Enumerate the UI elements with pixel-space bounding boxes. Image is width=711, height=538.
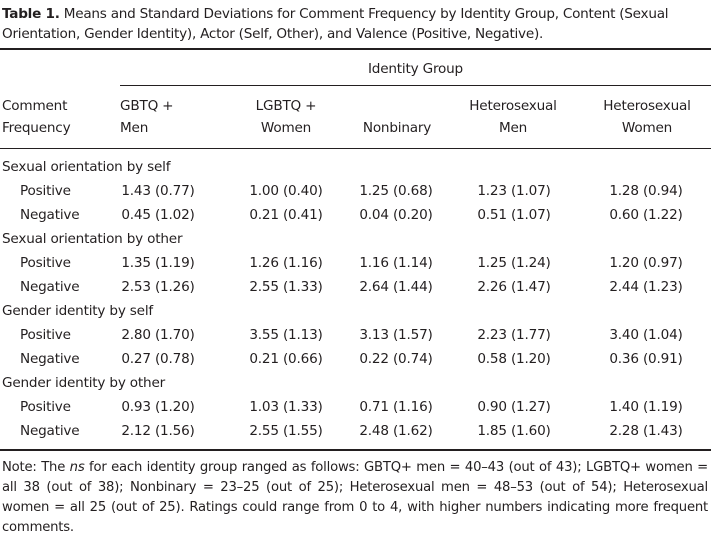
table-cell: 2.55 (1.55) xyxy=(249,423,323,439)
table-cell: 2.55 (1.33) xyxy=(249,279,323,295)
identity-group-heading: Identity Group xyxy=(367,61,463,77)
table-cell: 0.93 (1.20) xyxy=(121,399,195,415)
table-label: Table 1. xyxy=(2,6,60,22)
table-cell: 0.60 (1.22) xyxy=(609,207,683,223)
section-title: Sexual orientation by self xyxy=(2,159,171,175)
comment-frequency-header: Comment Frequency xyxy=(2,98,71,136)
row-label: Positive xyxy=(20,327,71,343)
table-cell: 1.23 (1.07) xyxy=(477,183,551,199)
header-rule xyxy=(0,148,711,149)
table-cell: 2.26 (1.47) xyxy=(477,279,551,295)
table-cell: 1.26 (1.16) xyxy=(249,255,323,271)
group-rule xyxy=(120,85,711,86)
section-title: Gender identity by other xyxy=(2,375,166,391)
row-label: Positive xyxy=(20,255,71,271)
row-label: Negative xyxy=(20,423,80,439)
section-title: Sexual orientation by other xyxy=(2,231,183,247)
table-caption-text: Means and Standard Deviations for Commen… xyxy=(2,6,669,42)
table-cell: 0.51 (1.07) xyxy=(477,207,551,223)
row-label: Positive xyxy=(20,183,71,199)
table-cell: 2.64 (1.44) xyxy=(359,279,433,295)
table-cell: 1.00 (0.40) xyxy=(249,183,323,199)
table-cell: 1.28 (0.94) xyxy=(609,183,683,199)
table-cell: 2.23 (1.77) xyxy=(477,327,551,343)
table-cell: 0.27 (0.78) xyxy=(121,351,195,367)
column-header-gbtq-men: GBTQ + Men xyxy=(120,98,174,136)
table-cell: 0.58 (1.20) xyxy=(477,351,551,367)
table-cell: 0.04 (0.20) xyxy=(359,207,433,223)
table-cell: 0.45 (1.02) xyxy=(121,207,195,223)
column-header-heterosexual-men: Heterosexual Men xyxy=(469,98,557,136)
top-rule xyxy=(0,48,711,50)
table-cell: 2.28 (1.43) xyxy=(609,423,683,439)
table-cell: 0.21 (0.66) xyxy=(249,351,323,367)
table-cell: 1.20 (0.97) xyxy=(609,255,683,271)
table-cell: 1.25 (0.68) xyxy=(359,183,433,199)
table-caption: Table 1. Means and Standard Deviations f… xyxy=(2,4,702,44)
table-cell: 2.53 (1.26) xyxy=(121,279,195,295)
table-cell: 2.48 (1.62) xyxy=(359,423,433,439)
table-cell: 1.16 (1.14) xyxy=(359,255,433,271)
table-cell: 1.43 (0.77) xyxy=(121,183,195,199)
table-cell: 3.40 (1.04) xyxy=(609,327,683,343)
table-cell: 2.80 (1.70) xyxy=(121,327,195,343)
table-cell: 1.85 (1.60) xyxy=(477,423,551,439)
row-label: Negative xyxy=(20,207,80,223)
row-label: Negative xyxy=(20,351,80,367)
table-cell: 3.55 (1.13) xyxy=(249,327,323,343)
table-cell: 1.35 (1.19) xyxy=(121,255,195,271)
table-cell: 2.12 (1.56) xyxy=(121,423,195,439)
section-title: Gender identity by self xyxy=(2,303,154,319)
bottom-rule xyxy=(0,449,711,451)
table-cell: 0.22 (0.74) xyxy=(359,351,433,367)
column-header-nonbinary: Nonbinary xyxy=(362,120,432,136)
note-italic-ns: ns xyxy=(69,460,85,475)
table-note: Note: The ns for each identity group ran… xyxy=(2,460,708,535)
table-cell: 2.44 (1.23) xyxy=(609,279,683,295)
row-label: Negative xyxy=(20,279,80,295)
table-cell: 1.40 (1.19) xyxy=(609,399,683,415)
table-cell: 3.13 (1.57) xyxy=(359,327,433,343)
table-cell: 0.71 (1.16) xyxy=(359,399,433,415)
table-cell: 1.03 (1.33) xyxy=(249,399,323,415)
table-cell: 0.36 (0.91) xyxy=(609,351,683,367)
table-cell: 0.90 (1.27) xyxy=(477,399,551,415)
table-cell: 0.21 (0.41) xyxy=(249,207,323,223)
table-cell: 1.25 (1.24) xyxy=(477,255,551,271)
column-header-heterosexual-women: Heterosexual Women xyxy=(603,98,691,136)
row-label: Positive xyxy=(20,399,71,415)
column-header-lgbtq-women: LGBTQ + Women xyxy=(255,98,317,136)
